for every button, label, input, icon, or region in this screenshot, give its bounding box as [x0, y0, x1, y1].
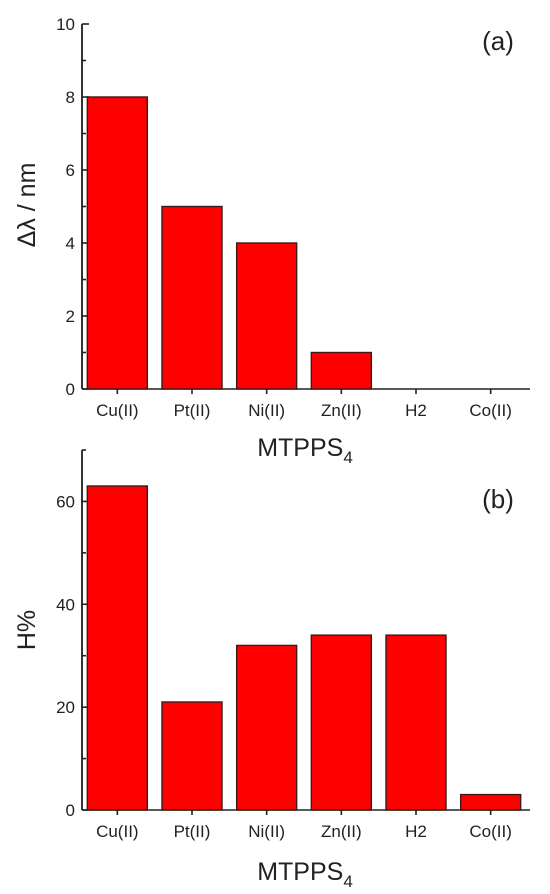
panel-b-x-tick-label: Zn(II): [321, 822, 362, 841]
panel-a-x-tick-label: Co(II): [469, 401, 512, 420]
panel-b-bar-niii: [235, 644, 298, 811]
panel-a-y-tick-label: 0: [66, 380, 75, 399]
panel-a-xlabel-main: MTPPS: [257, 434, 343, 462]
panel-b-xlabel-subscript: 4: [343, 872, 352, 891]
panel-b-bar-coii: [459, 793, 522, 811]
panel-b-x-tick-label: Cu(II): [96, 822, 139, 841]
panel-a-y-tick-label: 8: [66, 88, 75, 107]
panel-a-bar-cuii: [86, 96, 149, 390]
panel-b-x-tick-label: H2: [405, 822, 427, 841]
panel-a-xlabel: MTPPS4: [257, 434, 353, 467]
panel-b-y-tick-label: 20: [56, 698, 75, 717]
panel-b-bar-h2: [385, 634, 447, 811]
panel-b-ylabel: H%: [13, 610, 41, 650]
panel-b-x-tick-label: Ni(II): [248, 822, 285, 841]
panel-a-xlabel-subscript: 4: [343, 448, 352, 467]
panel-a-x-tick-label: Ni(II): [248, 401, 285, 420]
panel-b-xlabel-main: MTPPS: [257, 858, 343, 886]
panel-a-y-tick-label: 6: [66, 161, 75, 180]
panel-a-ylabel: Δλ / nm: [13, 163, 41, 248]
panel-b-x-tick-label: Pt(II): [174, 822, 211, 841]
panel-a-y-tick-label: 2: [66, 307, 75, 326]
panel-b-y-tick-label: 40: [56, 595, 75, 614]
panel-b-y-tick-label: 0: [66, 801, 75, 820]
panel-a-panel-label: (a): [482, 26, 514, 56]
panel-b-x-tick-label: Co(II): [469, 822, 512, 841]
panel-a-x-tick-label: Cu(II): [96, 401, 139, 420]
panel-b-bar-cuii: [86, 485, 149, 811]
panel-a-x-tick-label: H2: [405, 401, 427, 420]
panel-b-xlabel: MTPPS4: [257, 858, 353, 891]
panel-a-bar-ptii: [161, 205, 223, 390]
panel-a-x-tick-label: Pt(II): [174, 401, 211, 420]
panel-b-bar-znii: [310, 634, 373, 811]
panel-a-x-tick-label: Zn(II): [321, 401, 362, 420]
panel-b-bar-ptii: [161, 701, 223, 811]
panel-b-y-tick-label: 60: [56, 492, 75, 511]
panel-a-y-tick-label: 4: [66, 234, 75, 253]
panel-a-bar-niii: [235, 242, 298, 390]
panel-a-y-tick-label: 10: [56, 15, 75, 34]
panel-b-panel-label: (b): [482, 484, 514, 514]
panel-a-bar-znii: [310, 351, 373, 390]
